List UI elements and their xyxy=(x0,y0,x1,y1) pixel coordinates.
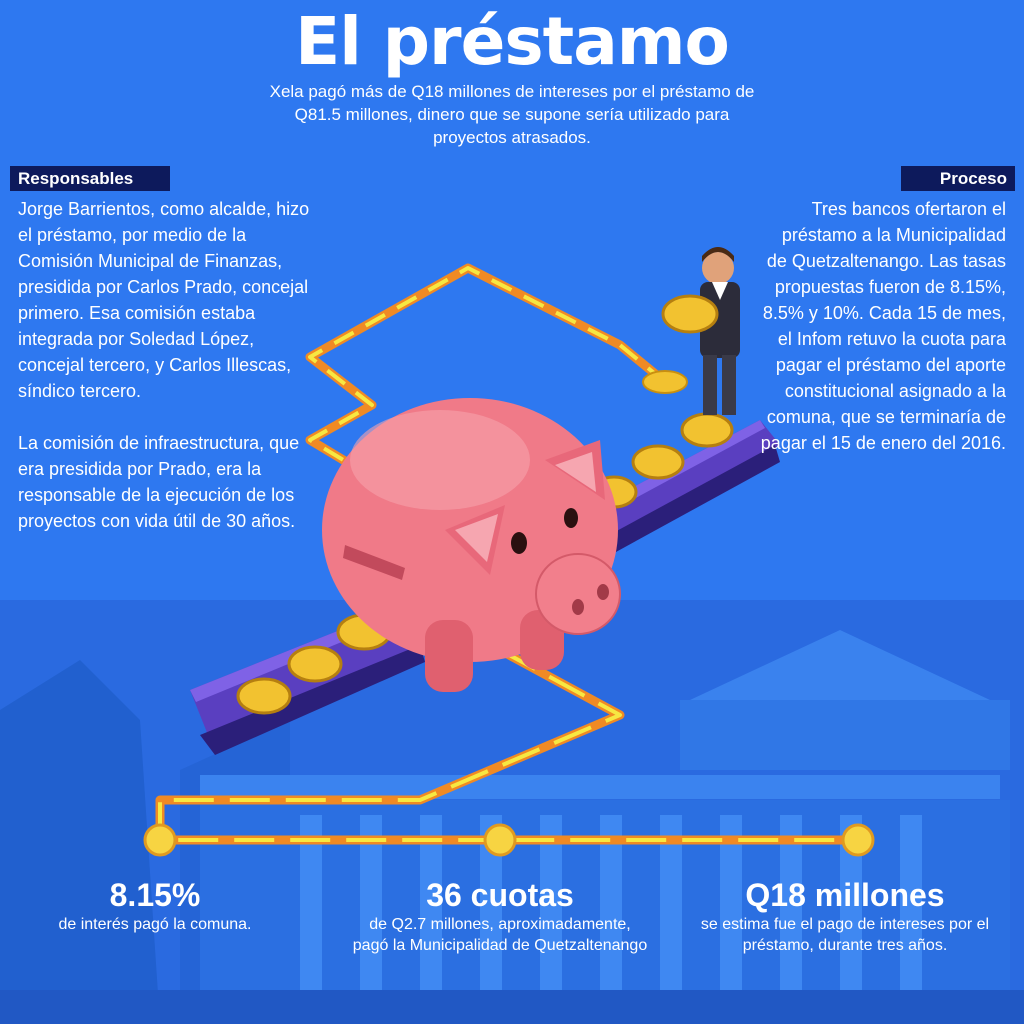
businessman-icon xyxy=(661,247,740,415)
coin-icon xyxy=(642,370,688,394)
section-tag-proceso: Proceso xyxy=(901,166,1015,191)
timeline-dot xyxy=(143,823,177,857)
stat-value: 36 cuotas xyxy=(426,877,574,913)
responsables-paragraph: Jorge Barrientos, como alcalde, hizo el … xyxy=(18,199,310,401)
stat-value: Q18 millones xyxy=(745,877,945,913)
responsables-text: Jorge Barrientos, como alcalde, hizo el … xyxy=(18,196,318,560)
stat-description: de interés pagó la comuna. xyxy=(58,916,252,933)
stat-block: 8.15% de interés pagó la comuna. xyxy=(30,876,280,935)
proceso-text: Tres bancos ofertaron el préstamo a la M… xyxy=(760,199,1006,453)
stat-block: 36 cuotas de Q2.7 millones, aproximadame… xyxy=(350,876,650,956)
timeline-path xyxy=(155,263,860,845)
timeline-dot xyxy=(483,823,517,857)
page-title: El préstamo xyxy=(295,3,730,80)
responsables-paragraph: La comisión de infraestructura, que era … xyxy=(18,433,300,531)
stat-value: 8.15% xyxy=(109,877,201,913)
piggy-bank-icon xyxy=(322,398,621,692)
timeline-dot xyxy=(841,823,875,857)
stat-description: de Q2.7 millones, aproximadamente, pagó … xyxy=(352,916,648,954)
stat-block: Q18 millones se estima fue el pago de in… xyxy=(690,876,1000,956)
section-tag-responsables: Responsables xyxy=(10,166,170,191)
stat-description: se estima fue el pago de intereses por e… xyxy=(700,916,990,954)
page-subtitle: Xela pagó más de Q18 millones de interes… xyxy=(269,82,755,147)
